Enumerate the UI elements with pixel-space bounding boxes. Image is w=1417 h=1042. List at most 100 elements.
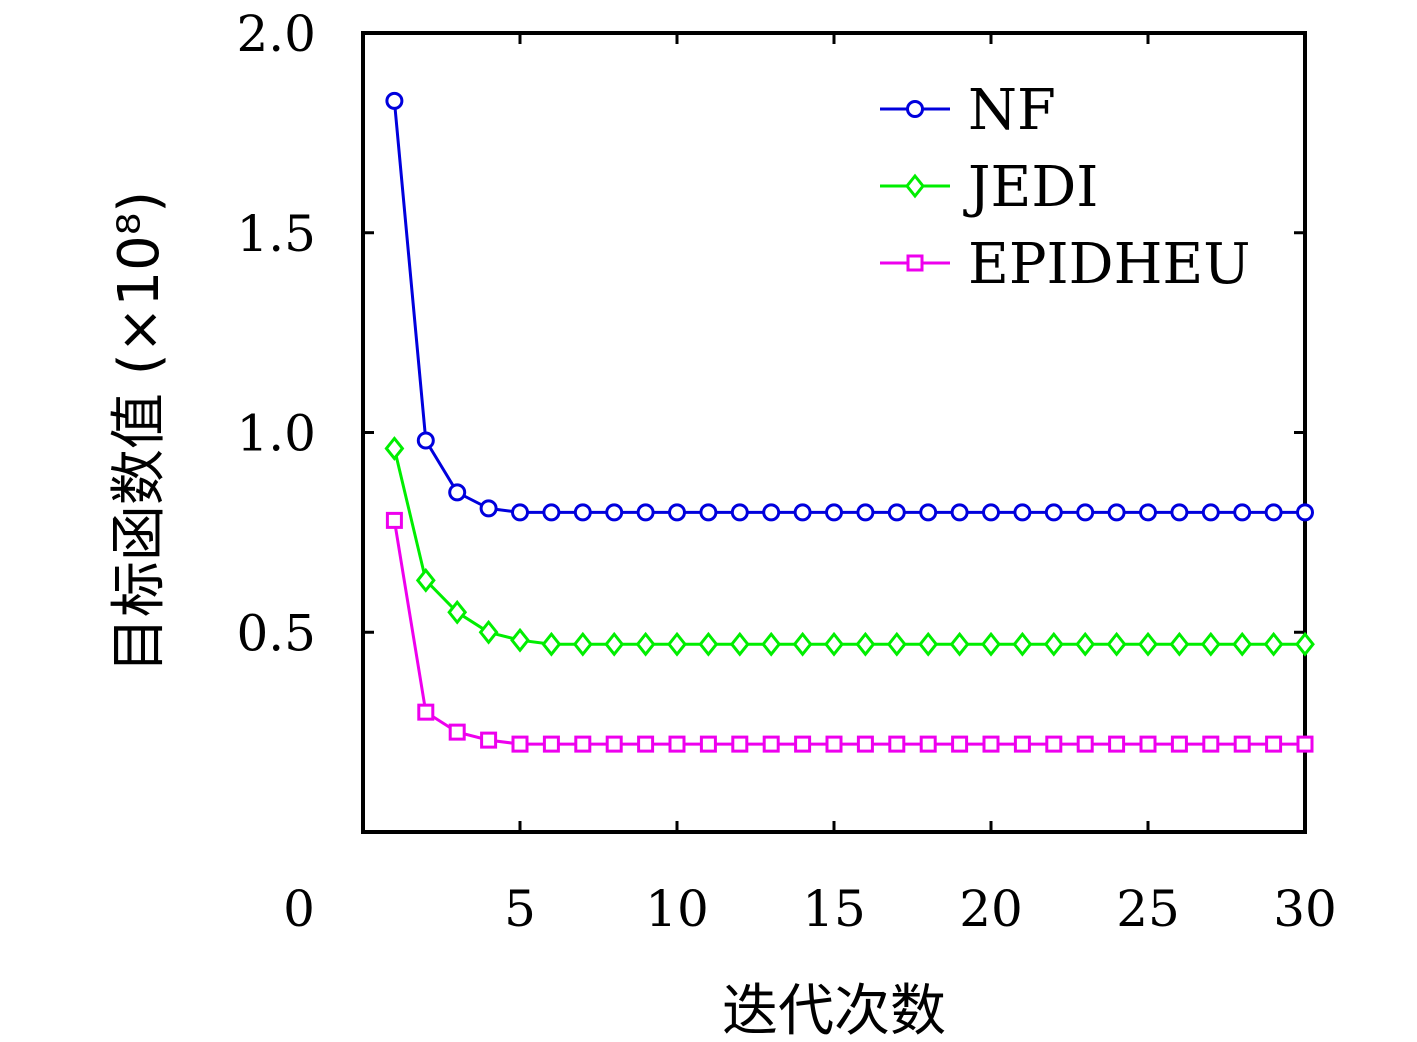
data-point-jedi	[415, 567, 436, 593]
data-point-jedi	[886, 631, 907, 657]
data-point-jedi	[510, 627, 530, 653]
data-point-epidheu	[794, 735, 812, 753]
x-tick-label: 5	[504, 880, 536, 938]
data-point-jedi	[384, 436, 405, 461]
data-point-nf	[1264, 503, 1283, 522]
x-axis-title: 迭代次数	[722, 979, 946, 1042]
data-point-jedi	[572, 631, 593, 657]
data-point-epidheu	[385, 511, 403, 529]
legend: NF JEDI EPIDHEU	[880, 78, 1251, 297]
data-point-nf	[636, 503, 655, 522]
data-point-epidheu	[825, 735, 843, 753]
axis-ticks	[363, 31, 1307, 832]
data-point-nf	[668, 503, 686, 522]
data-point-jedi	[1295, 631, 1315, 657]
data-point-jedi	[1043, 631, 1064, 657]
data-point-nf	[416, 431, 435, 450]
data-point-nf	[1170, 503, 1189, 522]
data-point-epidheu	[1265, 735, 1283, 753]
data-point-nf	[699, 503, 718, 522]
data-point-nf	[1296, 503, 1314, 522]
x-tick-label: 15	[802, 880, 866, 938]
data-point-nf	[573, 503, 592, 522]
data-point-jedi	[447, 599, 468, 625]
data-point-nf	[479, 499, 498, 518]
data-point-epidheu	[574, 735, 592, 753]
data-point-epidheu	[762, 735, 780, 753]
data-point-jedi	[1200, 631, 1221, 657]
data-point-nf	[605, 503, 624, 522]
series-jedi	[384, 436, 1315, 657]
data-point-jedi	[949, 631, 970, 657]
axis-tick-labels: 5 10 15 20 25 30 0 0.5 1.0 1.5 2.0	[236, 5, 1336, 938]
series-epidheu	[385, 511, 1314, 753]
legend-item-jedi: JEDI	[880, 155, 1098, 220]
data-point-epidheu	[448, 723, 466, 741]
x-origin-label: 0	[283, 880, 315, 938]
data-point-jedi	[1106, 631, 1127, 657]
data-point-epidheu	[1202, 735, 1220, 753]
data-point-nf	[385, 91, 404, 110]
data-point-epidheu	[1296, 735, 1314, 753]
data-point-nf	[950, 503, 969, 522]
data-point-nf	[887, 503, 906, 522]
legend-item-nf: NF	[880, 78, 1056, 143]
series-layer	[384, 91, 1315, 753]
data-point-nf	[1233, 503, 1252, 522]
plot-frame	[361, 31, 1307, 834]
data-point-nf	[1139, 503, 1157, 522]
series-line-epidheu	[392, 520, 1305, 746]
data-point-nf	[919, 503, 938, 522]
data-point-epidheu	[637, 735, 655, 753]
data-point-epidheu	[511, 735, 529, 753]
data-point-jedi	[698, 631, 719, 657]
data-point-epidheu	[417, 703, 435, 721]
legend-label-nf: NF	[968, 78, 1056, 143]
data-point-jedi	[1138, 631, 1158, 657]
series-line-nf	[392, 100, 1305, 514]
y-axis-title: 目标函数值 (×10⁸)	[107, 191, 172, 673]
data-point-epidheu	[1108, 735, 1126, 753]
legend-label-epidheu: EPIDHEU	[968, 232, 1251, 297]
data-point-epidheu	[1139, 735, 1157, 753]
y-tick-label: 2.0	[236, 5, 316, 63]
data-point-epidheu	[1076, 735, 1094, 753]
data-point-nf	[1107, 503, 1126, 522]
data-point-epidheu	[605, 735, 623, 753]
data-point-jedi	[604, 631, 625, 657]
legend-marker-epidheu	[906, 254, 924, 272]
x-tick-label: 10	[645, 880, 709, 938]
data-point-epidheu	[1170, 735, 1188, 753]
data-point-nf	[1044, 503, 1063, 522]
data-point-epidheu	[888, 735, 906, 753]
data-point-epidheu	[1233, 735, 1251, 753]
data-point-jedi	[478, 619, 499, 645]
data-point-jedi	[541, 631, 562, 657]
data-point-epidheu	[542, 735, 560, 753]
data-point-nf	[448, 483, 467, 502]
data-point-epidheu	[1045, 735, 1063, 753]
data-point-jedi	[792, 631, 813, 657]
data-point-jedi	[981, 631, 1001, 657]
data-point-nf	[1201, 503, 1220, 522]
data-point-jedi	[1169, 631, 1190, 657]
data-point-jedi	[918, 631, 939, 657]
series-line-jedi	[392, 448, 1305, 646]
legend-marker-jedi	[905, 173, 925, 199]
legend-marker-nf	[906, 100, 924, 118]
data-point-jedi	[824, 631, 844, 657]
data-point-epidheu	[951, 735, 969, 753]
data-point-epidheu	[919, 735, 937, 753]
data-point-nf	[825, 503, 843, 522]
data-point-jedi	[1012, 631, 1033, 657]
data-point-nf	[542, 503, 561, 522]
legend-item-epidheu: EPIDHEU	[880, 232, 1251, 297]
x-tick-label: 30	[1273, 880, 1337, 938]
data-point-epidheu	[731, 735, 749, 753]
data-point-nf	[511, 503, 529, 522]
x-tick-label: 20	[959, 880, 1023, 938]
data-point-nf	[856, 503, 875, 522]
data-point-epidheu	[1013, 735, 1031, 753]
data-point-epidheu	[699, 735, 717, 753]
